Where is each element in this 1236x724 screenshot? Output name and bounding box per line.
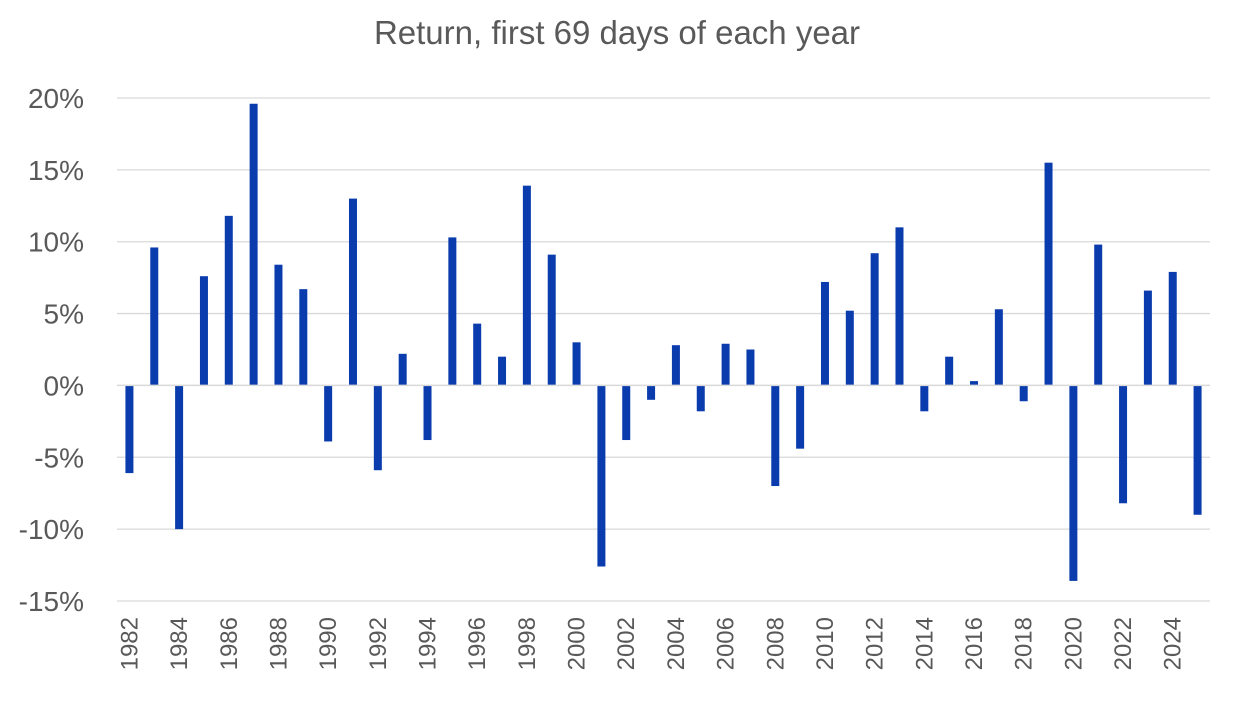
bar-2024 bbox=[1168, 271, 1177, 386]
x-tick-label: 2004 bbox=[663, 617, 690, 670]
bar-2002 bbox=[622, 385, 631, 441]
bar-2017 bbox=[994, 309, 1003, 386]
gridlines bbox=[117, 97, 1210, 602]
bar-2025 bbox=[1193, 385, 1202, 515]
bar-1990 bbox=[324, 385, 333, 442]
x-tick-label: 2020 bbox=[1060, 617, 1087, 670]
bar-2019 bbox=[1044, 162, 1053, 386]
x-tick-label: 1982 bbox=[116, 617, 143, 670]
bar-1995 bbox=[448, 237, 457, 386]
x-tick-label: 2022 bbox=[1110, 617, 1137, 670]
x-tick-label: 2016 bbox=[961, 617, 988, 670]
bar-1984 bbox=[175, 385, 184, 530]
x-tick-label: 2012 bbox=[862, 617, 889, 670]
y-tick-label: 0% bbox=[44, 370, 84, 401]
bar-2009 bbox=[796, 385, 805, 449]
y-tick-label: 10% bbox=[28, 227, 84, 258]
y-tick-label: 20% bbox=[28, 83, 84, 114]
bar-2008 bbox=[771, 385, 780, 487]
chart-title: Return, first 69 days of each year bbox=[374, 14, 860, 51]
y-axis-ticks: 20% 15% 10% 5% 0% -5% -10% -15% bbox=[19, 83, 84, 617]
bar-1999 bbox=[547, 254, 556, 386]
bar-2014 bbox=[920, 385, 929, 412]
bar-2003 bbox=[647, 385, 656, 400]
x-tick-label: 1984 bbox=[166, 617, 193, 670]
x-tick-label: 1996 bbox=[464, 617, 491, 670]
bar-2013 bbox=[895, 227, 904, 386]
y-tick-label: -10% bbox=[19, 514, 84, 545]
bar-2006 bbox=[721, 343, 730, 386]
x-tick-label: 1994 bbox=[415, 617, 442, 670]
bar-1985 bbox=[199, 276, 208, 386]
bar-1982 bbox=[125, 385, 134, 474]
bar-2023 bbox=[1143, 290, 1152, 386]
bar-2010 bbox=[820, 281, 829, 386]
bar-2005 bbox=[696, 385, 705, 412]
x-tick-label: 1988 bbox=[265, 617, 292, 670]
y-tick-label: 5% bbox=[44, 299, 84, 330]
x-tick-label: 2000 bbox=[564, 617, 591, 670]
bar-1992 bbox=[373, 385, 382, 471]
bar-1991 bbox=[348, 198, 357, 386]
bar-2018 bbox=[1019, 385, 1028, 402]
bar-1993 bbox=[398, 353, 407, 386]
bar-2000 bbox=[572, 342, 581, 386]
x-axis-ticks: 1982 1984 1986 1988 1990 1992 1994 1996 1998 2000… bbox=[116, 617, 1186, 670]
bar-2016 bbox=[970, 381, 979, 386]
bar-1996 bbox=[473, 323, 482, 386]
bars bbox=[125, 103, 1202, 581]
bar-1987 bbox=[249, 103, 258, 386]
bar-1998 bbox=[522, 185, 531, 386]
bar-2021 bbox=[1094, 244, 1103, 386]
x-tick-label: 2014 bbox=[911, 617, 938, 670]
bar-1986 bbox=[224, 215, 233, 386]
bar-1989 bbox=[299, 289, 308, 386]
y-tick-label: 15% bbox=[28, 155, 84, 186]
x-tick-label: 2024 bbox=[1160, 617, 1187, 670]
x-tick-label: 2006 bbox=[713, 617, 740, 670]
y-tick-label: -5% bbox=[34, 442, 84, 473]
x-tick-label: 1990 bbox=[315, 617, 342, 670]
x-tick-label: 2002 bbox=[613, 617, 640, 670]
bar-1983 bbox=[150, 247, 159, 386]
bar-2007 bbox=[746, 349, 755, 386]
bar-2020 bbox=[1069, 385, 1078, 581]
bar-2004 bbox=[671, 345, 680, 386]
x-tick-label: 2018 bbox=[1011, 617, 1038, 670]
bar-2001 bbox=[597, 385, 606, 567]
bar-2015 bbox=[945, 356, 954, 386]
y-tick-label: -15% bbox=[19, 586, 84, 617]
x-tick-label: 2008 bbox=[762, 617, 789, 670]
bar-2012 bbox=[870, 253, 879, 386]
bar-1988 bbox=[274, 264, 283, 386]
x-tick-label: 1986 bbox=[216, 617, 243, 670]
x-tick-label: 1992 bbox=[365, 617, 392, 670]
x-tick-label: 2010 bbox=[812, 617, 839, 670]
x-tick-label: 1998 bbox=[514, 617, 541, 670]
bar-1994 bbox=[423, 385, 432, 441]
bar-1997 bbox=[498, 356, 507, 386]
bar-2011 bbox=[845, 310, 854, 386]
bar-2022 bbox=[1119, 385, 1128, 504]
